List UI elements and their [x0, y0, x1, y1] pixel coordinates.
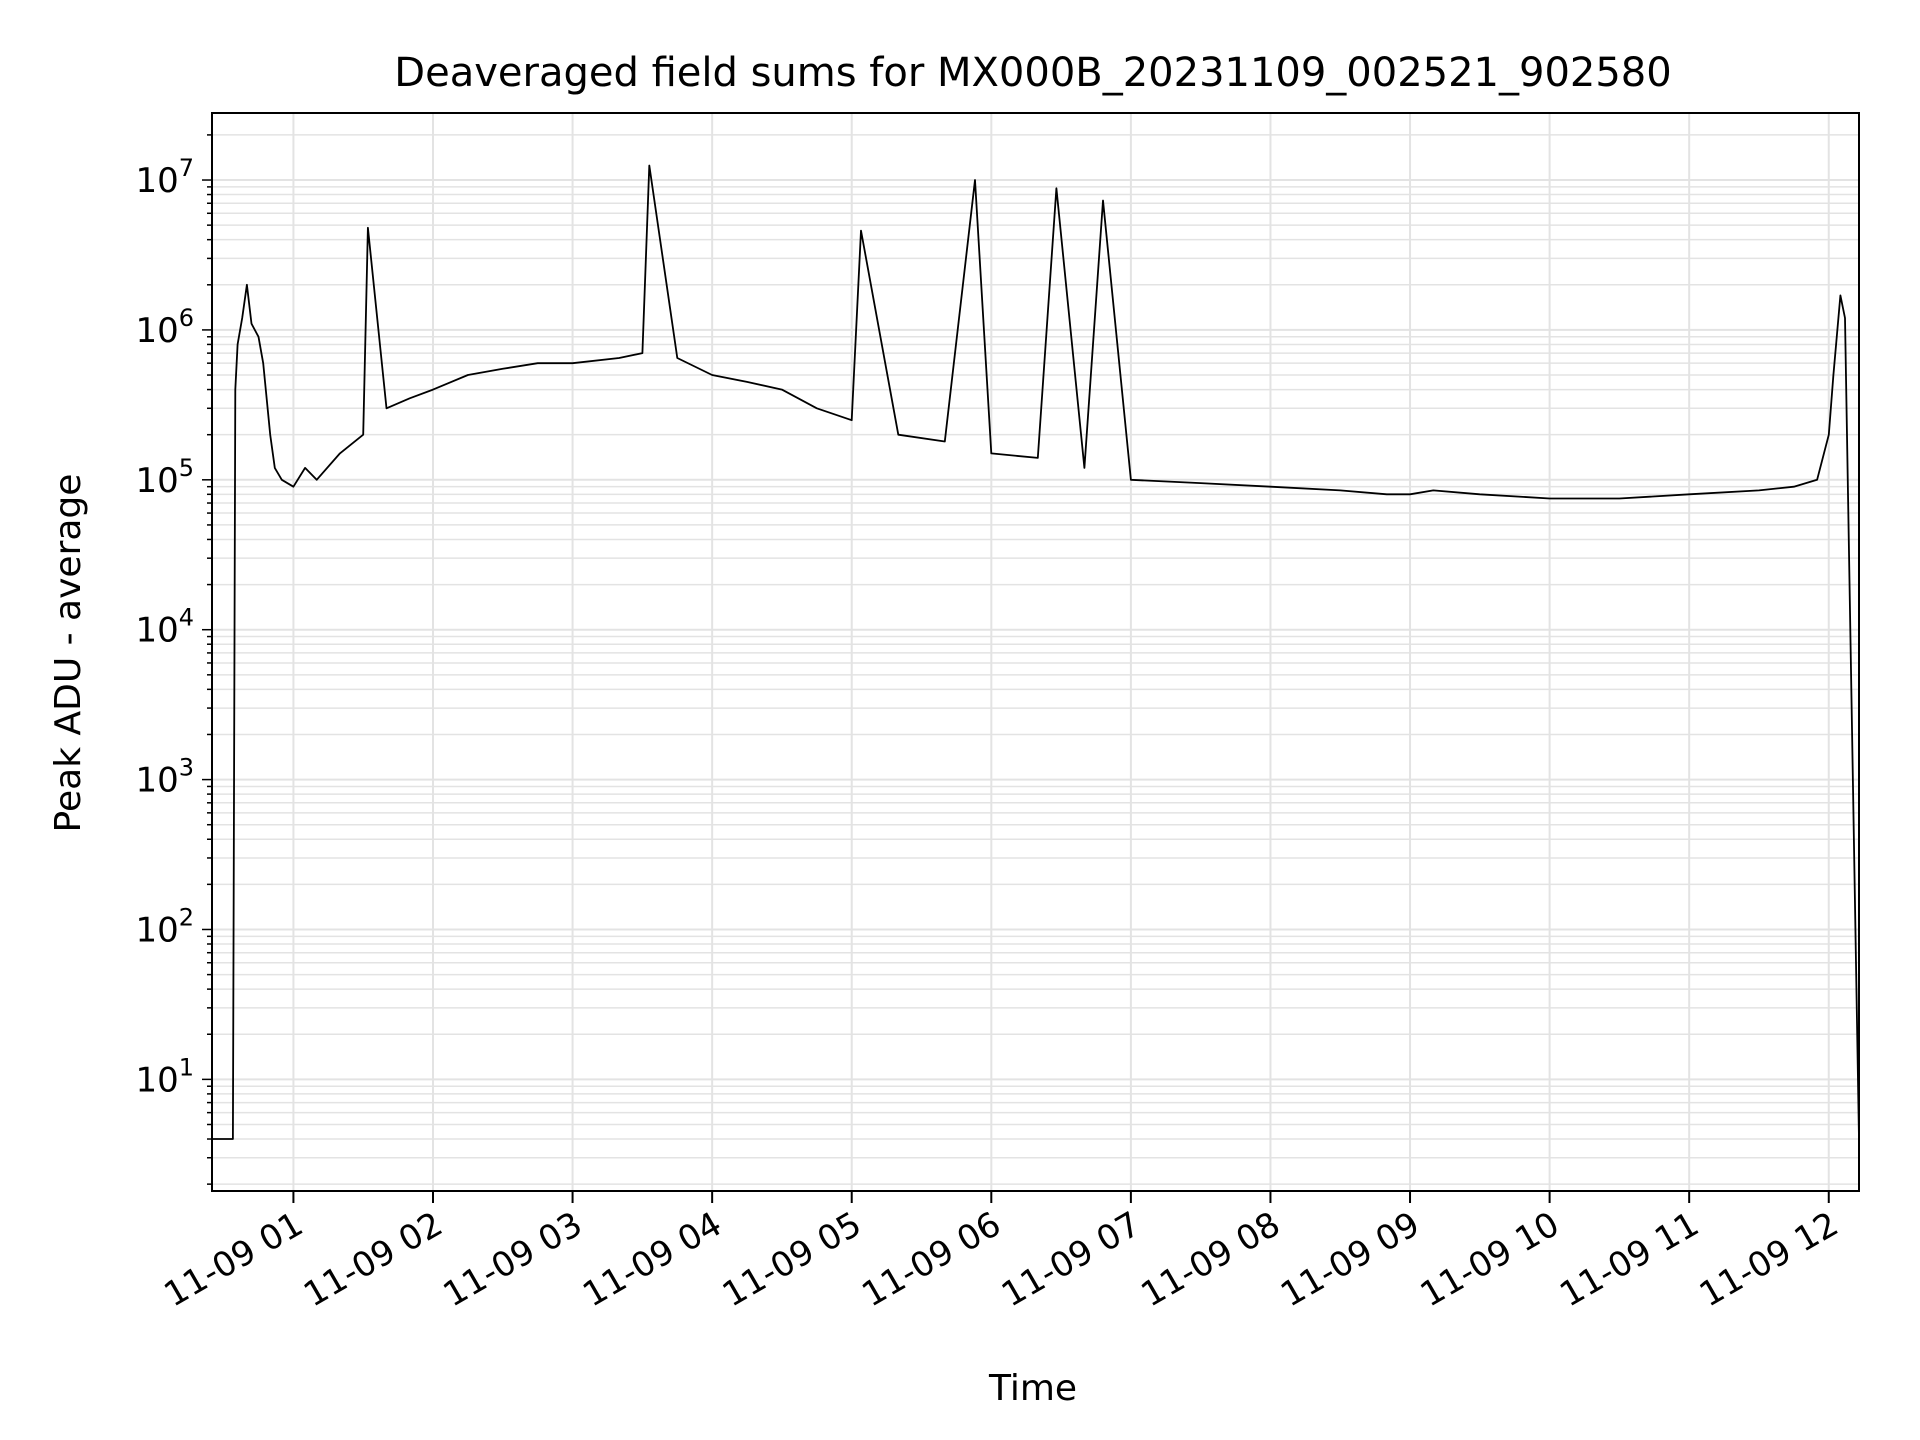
y-tick-label: 104: [135, 604, 194, 651]
grid: [212, 113, 1859, 1191]
data-layer: [212, 164, 1860, 1140]
y-tick-label: 105: [135, 454, 194, 501]
chart-title: Deaveraged field sums for MX000B_2023110…: [394, 50, 1671, 96]
x-axis-label: Time: [988, 1368, 1077, 1409]
plot-frame: [211, 112, 1860, 1192]
y-tick-label: 107: [135, 154, 194, 201]
y-axis-label: Peak ADU - average: [48, 474, 89, 833]
y-tick-label: 106: [135, 304, 194, 351]
y-tick-label: 103: [135, 754, 194, 801]
y-tick-label: 101: [135, 1053, 194, 1100]
y-tick-label: 102: [135, 903, 194, 950]
series-line: [212, 164, 1860, 1140]
y-axis: 101 102 103 104 105 106 107: [135, 134, 212, 1185]
